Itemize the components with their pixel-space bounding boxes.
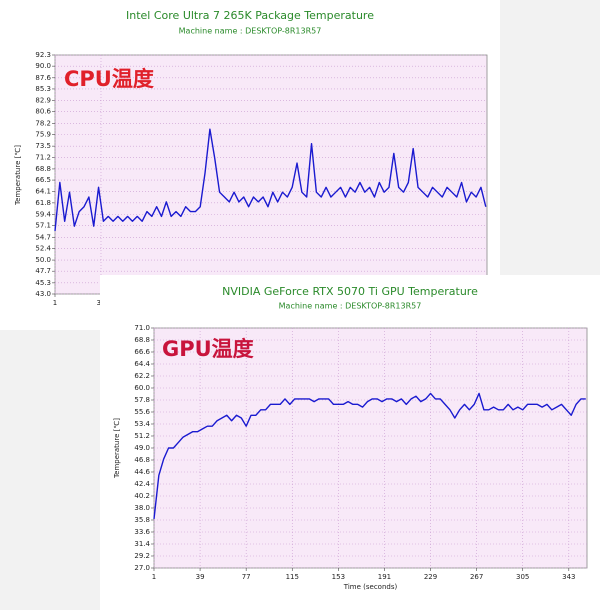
plot-area (54, 54, 488, 295)
chart-panel: NVIDIA GeForce RTX 5070 Ti GPU Temperatu… (100, 275, 600, 610)
chart-title: NVIDIA GeForce RTX 5070 Ti GPU Temperatu… (222, 285, 478, 298)
y-tick-label: 51.2 (134, 432, 150, 440)
y-tick-label: 71.2 (35, 153, 51, 161)
y-tick-label: 54.7 (35, 233, 51, 241)
y-tick-label: 87.6 (35, 74, 51, 82)
x-tick-label: 343 (562, 573, 575, 581)
y-tick-label: 60.0 (134, 384, 150, 392)
y-tick-label: 61.8 (35, 199, 51, 207)
y-tick-label: 31.4 (134, 540, 150, 548)
y-tick-label: 40.2 (134, 492, 150, 500)
chart-subtitle: Machine name : DESKTOP-8R13R57 (179, 27, 322, 36)
y-tick-label: 29.2 (134, 552, 150, 560)
chart-title: Intel Core Ultra 7 265K Package Temperat… (126, 9, 374, 22)
annotation: GPU温度 (162, 337, 254, 361)
x-tick-label: 1 (152, 573, 156, 581)
x-tick-label: 229 (424, 573, 437, 581)
x-tick-label: 77 (242, 573, 251, 581)
y-axis-label: Temperature [℃] (113, 418, 121, 479)
y-tick-label: 92.3 (35, 51, 51, 59)
y-tick-label: 49.0 (134, 444, 150, 452)
y-tick-label: 42.4 (134, 480, 150, 488)
y-tick-label: 45.3 (35, 279, 51, 287)
chart-subtitle: Machine name : DESKTOP-8R13R57 (279, 302, 422, 311)
y-tick-label: 57.8 (134, 396, 150, 404)
y-tick-label: 68.8 (134, 336, 150, 344)
y-tick-label: 85.3 (35, 85, 51, 93)
y-tick-label: 44.6 (134, 468, 150, 476)
y-tick-label: 55.6 (134, 408, 150, 416)
x-tick-label: 115 (286, 573, 299, 581)
x-tick-label: 267 (470, 573, 483, 581)
x-tick-label: 153 (332, 573, 345, 581)
y-tick-label: 64.1 (35, 188, 51, 196)
y-tick-label: 73.5 (35, 142, 51, 150)
y-tick-label: 43.0 (35, 290, 51, 298)
y-axis-label: Temperature [℃] (14, 145, 22, 206)
y-tick-label: 68.8 (35, 165, 51, 173)
y-tick-label: 66.5 (35, 176, 51, 184)
x-tick-label: 1 (53, 299, 57, 307)
y-tick-label: 33.6 (134, 528, 150, 536)
temperature-line (153, 392, 586, 519)
y-tick-label: 62.2 (134, 372, 150, 380)
y-tick-label: 59.4 (35, 210, 51, 218)
temperature-line (54, 128, 487, 232)
y-tick-label: 27.0 (134, 564, 150, 572)
y-tick-label: 53.4 (134, 420, 150, 428)
y-tick-label: 80.6 (35, 108, 51, 116)
y-tick-label: 90.0 (35, 62, 51, 70)
y-tick-label: 66.6 (134, 348, 150, 356)
y-tick-label: 82.9 (35, 97, 51, 105)
y-tick-label: 38.0 (134, 504, 150, 512)
x-tick-label: 191 (378, 573, 391, 581)
y-tick-label: 52.4 (35, 244, 51, 252)
x-axis-label: Time (seconds) (343, 583, 398, 591)
y-tick-label: 57.1 (35, 222, 51, 230)
y-tick-label: 46.8 (134, 456, 150, 464)
x-tick-label: 305 (516, 573, 529, 581)
y-tick-label: 50.0 (35, 256, 51, 264)
annotation: CPU温度 (64, 67, 154, 91)
y-tick-label: 64.4 (134, 360, 150, 368)
x-tick-label: 39 (196, 573, 205, 581)
y-tick-label: 71.0 (134, 324, 150, 332)
chart-panel: Intel Core Ultra 7 265K Package Temperat… (0, 0, 500, 330)
y-tick-label: 47.7 (35, 267, 51, 275)
y-tick-label: 78.2 (35, 119, 51, 127)
y-tick-label: 35.8 (134, 516, 150, 524)
y-tick-label: 75.9 (35, 131, 51, 139)
